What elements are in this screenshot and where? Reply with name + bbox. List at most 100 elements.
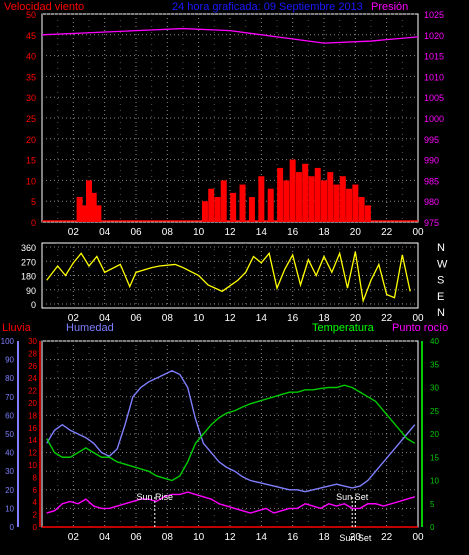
direction-degree-tick: 90 [26, 286, 36, 296]
y-left-tick: 40 [26, 52, 36, 62]
x-tick-label: 12 [224, 313, 236, 324]
sun-annotation: Sun Set [336, 492, 369, 502]
x-tick-label: 20 [350, 313, 362, 324]
rain-tick: 6 [33, 486, 38, 495]
wind-bar [333, 184, 340, 222]
wind-bar [220, 180, 227, 222]
y-right-tick: 975 [424, 218, 439, 228]
temperature-tick: 10 [430, 477, 439, 486]
temperature-tick: 35 [430, 360, 439, 369]
x-tick-label: 04 [99, 532, 111, 543]
y-right-tick: 985 [424, 176, 439, 186]
x-tick-label: 02 [68, 532, 80, 543]
wind-bar [214, 197, 221, 222]
y-left-tick: 15 [26, 156, 36, 166]
x-tick-label: 18 [318, 532, 330, 543]
rain-tick: 28 [28, 349, 37, 358]
temperature-tick: 20 [430, 430, 439, 439]
x-tick-label: 08 [162, 532, 174, 543]
x-tick-label: 04 [99, 313, 111, 324]
x-tick-label: 12 [224, 532, 236, 543]
rain-tick: 30 [28, 337, 37, 346]
humidity-tick: 70 [5, 393, 14, 402]
direction-degree-tick: 360 [21, 243, 36, 253]
humidity-tick: 40 [5, 449, 14, 458]
x-tick-label: 20 [350, 532, 362, 543]
rain-tick: 2 [33, 511, 38, 520]
wind-bar [295, 172, 302, 222]
y-left-tick: 50 [26, 10, 36, 20]
y-left-tick: 20 [26, 135, 36, 145]
temperature-tick: 15 [430, 453, 439, 462]
x-tick-label: 08 [162, 313, 174, 324]
dewpoint-line [46, 491, 416, 514]
wind-bar [339, 176, 346, 222]
y-left-tick: 5 [31, 197, 36, 207]
rain-tick: 14 [28, 436, 37, 445]
x-tick-label: 00 [412, 313, 424, 324]
x-tick-label: 16 [287, 532, 299, 543]
humidity-line [46, 369, 416, 493]
temperature-tick: 25 [430, 407, 439, 416]
rain-tick: 10 [28, 461, 37, 470]
wind-bar [267, 188, 274, 222]
wind-bar [258, 176, 265, 222]
humidity-tick: 0 [10, 523, 15, 532]
wind-bar [346, 188, 353, 222]
x-tick-label: 22 [381, 227, 393, 238]
x-tick-label: 06 [130, 532, 142, 543]
temperature-tick: 40 [430, 337, 439, 346]
x-tick-label: 22 [381, 313, 393, 324]
compass-tick: N [437, 307, 445, 319]
x-tick-label: 02 [68, 227, 80, 238]
humidity-tick: 30 [5, 467, 14, 476]
wind-bar [86, 180, 92, 222]
legend-temperatura: Temperatura [312, 322, 375, 334]
y-left-tick: 30 [26, 93, 36, 103]
wind-speed-label: Velocidad viento [4, 1, 84, 13]
wind-bar [289, 159, 296, 222]
wind-bar [76, 197, 83, 222]
chart-period-title: 24 hora graficada: 09 Septiembre 2013 [172, 1, 363, 13]
compass-tick: W [437, 258, 448, 270]
x-tick-label: 00 [412, 227, 424, 238]
compass-tick: E [437, 291, 444, 303]
rain-tick: 12 [28, 449, 37, 458]
rain-tick: 18 [28, 411, 37, 420]
x-tick-label: 04 [99, 227, 111, 238]
y-left-tick: 25 [26, 114, 36, 124]
direction-degree-tick: 180 [21, 272, 36, 282]
x-tick-label: 10 [193, 313, 205, 324]
rain-tick: 20 [28, 399, 37, 408]
wind-bar [239, 184, 246, 222]
wind-bar [230, 192, 237, 222]
wind-bar [283, 180, 290, 222]
rain-tick: 24 [28, 374, 37, 383]
y-right-tick: 1010 [424, 72, 444, 82]
wind-bar [248, 197, 255, 222]
y-right-tick: 990 [424, 156, 439, 166]
x-tick-label: 06 [130, 313, 142, 324]
x-tick-label: 10 [193, 227, 205, 238]
humidity-tick: 90 [5, 356, 14, 365]
x-tick-label: 06 [130, 227, 142, 238]
wind-bar [321, 180, 327, 222]
x-tick-label: 14 [256, 532, 268, 543]
x-tick-label: 12 [224, 227, 236, 238]
x-tick-label: 20 [350, 227, 362, 238]
y-right-tick: 1000 [424, 114, 444, 124]
wind-bar [277, 167, 284, 222]
legend-punto-rocio: Punto rocío [392, 322, 448, 334]
y-left-tick: 0 [31, 218, 36, 228]
direction-degree-tick: 0 [31, 300, 36, 310]
x-tick-label: 18 [318, 227, 330, 238]
wind-bar [81, 205, 88, 222]
rain-tick: 0 [33, 523, 38, 532]
humidity-tick: 20 [5, 486, 14, 495]
wind-bar [201, 201, 208, 222]
wind-bar [364, 205, 371, 222]
rain-tick: 22 [28, 387, 37, 396]
pressure-line [41, 27, 419, 44]
humidity-tick: 60 [5, 411, 14, 420]
